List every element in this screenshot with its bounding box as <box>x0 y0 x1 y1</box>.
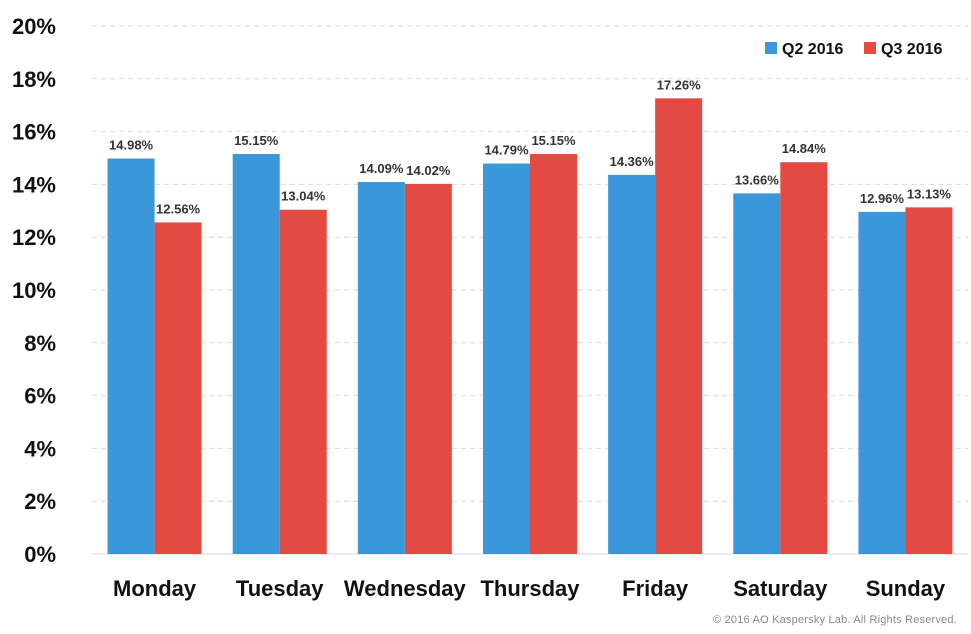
bar-q3-2016-thursday <box>530 154 577 555</box>
data-label: 17.26% <box>657 77 702 92</box>
data-label: 15.15% <box>531 133 576 148</box>
legend-label: Q2 2016 <box>782 41 843 58</box>
y-tick-label: 6% <box>24 384 56 409</box>
data-label: 14.09% <box>359 161 404 176</box>
y-tick-label: 0% <box>24 542 56 567</box>
bar-q2-2016-wednesday <box>357 182 405 555</box>
y-tick-label: 12% <box>12 225 56 250</box>
data-label: 13.13% <box>907 186 952 201</box>
data-label: 14.84% <box>782 141 827 156</box>
bar-q3-2016-monday <box>154 222 202 554</box>
y-tick-label: 4% <box>24 436 56 461</box>
data-label: 13.66% <box>735 172 780 187</box>
x-tick-label: Saturday <box>733 576 828 601</box>
legend-swatch <box>864 42 876 54</box>
x-tick-label: Sunday <box>866 576 946 601</box>
y-tick-label: 10% <box>12 278 56 303</box>
copyright-notice: © 2016 AO Kaspersky Lab. All Rights Rese… <box>713 614 957 626</box>
data-label: 12.56% <box>156 201 201 216</box>
bars <box>107 98 953 555</box>
data-label: 15.15% <box>234 133 279 148</box>
bar-q2-2016-thursday <box>483 163 530 554</box>
x-tick-label: Thursday <box>480 576 580 601</box>
bar-q3-2016-saturday <box>780 162 828 554</box>
y-axis-ticks: 0% 2% 4% 6% 8% 10% 12% 14% 16% 18% 20% <box>12 14 56 567</box>
bar-q3-2016-friday <box>655 98 703 554</box>
bar-q3-2016-tuesday <box>279 209 327 554</box>
y-tick-label: 18% <box>12 67 56 92</box>
y-tick-label: 14% <box>12 172 56 197</box>
data-label: 13.04% <box>281 189 326 204</box>
data-label: 14.79% <box>484 143 529 158</box>
y-tick-label: 2% <box>24 489 56 514</box>
x-tick-label: Wednesday <box>344 576 467 601</box>
y-tick-label: 16% <box>12 120 56 145</box>
x-tick-label: Monday <box>113 576 197 601</box>
bar-q2-2016-friday <box>608 174 656 554</box>
bar-q2-2016-saturday <box>733 193 781 554</box>
bar-q2-2016-sunday <box>858 211 906 554</box>
x-axis-ticks: Monday Tuesday Wednesday Thursday Friday Satu… <box>113 576 946 601</box>
data-label: 12.96% <box>860 191 905 206</box>
x-tick-label: Friday <box>622 576 689 601</box>
bar-q2-2016-monday <box>107 158 155 554</box>
bar-q3-2016-wednesday <box>404 183 452 554</box>
data-label: 14.36% <box>610 154 655 169</box>
legend-swatch <box>765 42 777 54</box>
data-label: 14.02% <box>406 163 451 178</box>
x-tick-label: Tuesday <box>236 576 324 601</box>
y-tick-label: 8% <box>24 331 56 356</box>
y-tick-label: 20% <box>12 14 56 39</box>
data-label: 14.98% <box>109 138 154 153</box>
bar-q2-2016-tuesday <box>232 154 280 555</box>
legend: Q2 2016 Q3 2016 <box>765 41 942 58</box>
data-labels: 14.98% 12.56% 15.15% 13.04% 14.09% 14.02% 14.7… <box>109 77 951 216</box>
bar-q3-2016-sunday <box>905 207 953 555</box>
legend-label: Q3 2016 <box>881 41 942 58</box>
